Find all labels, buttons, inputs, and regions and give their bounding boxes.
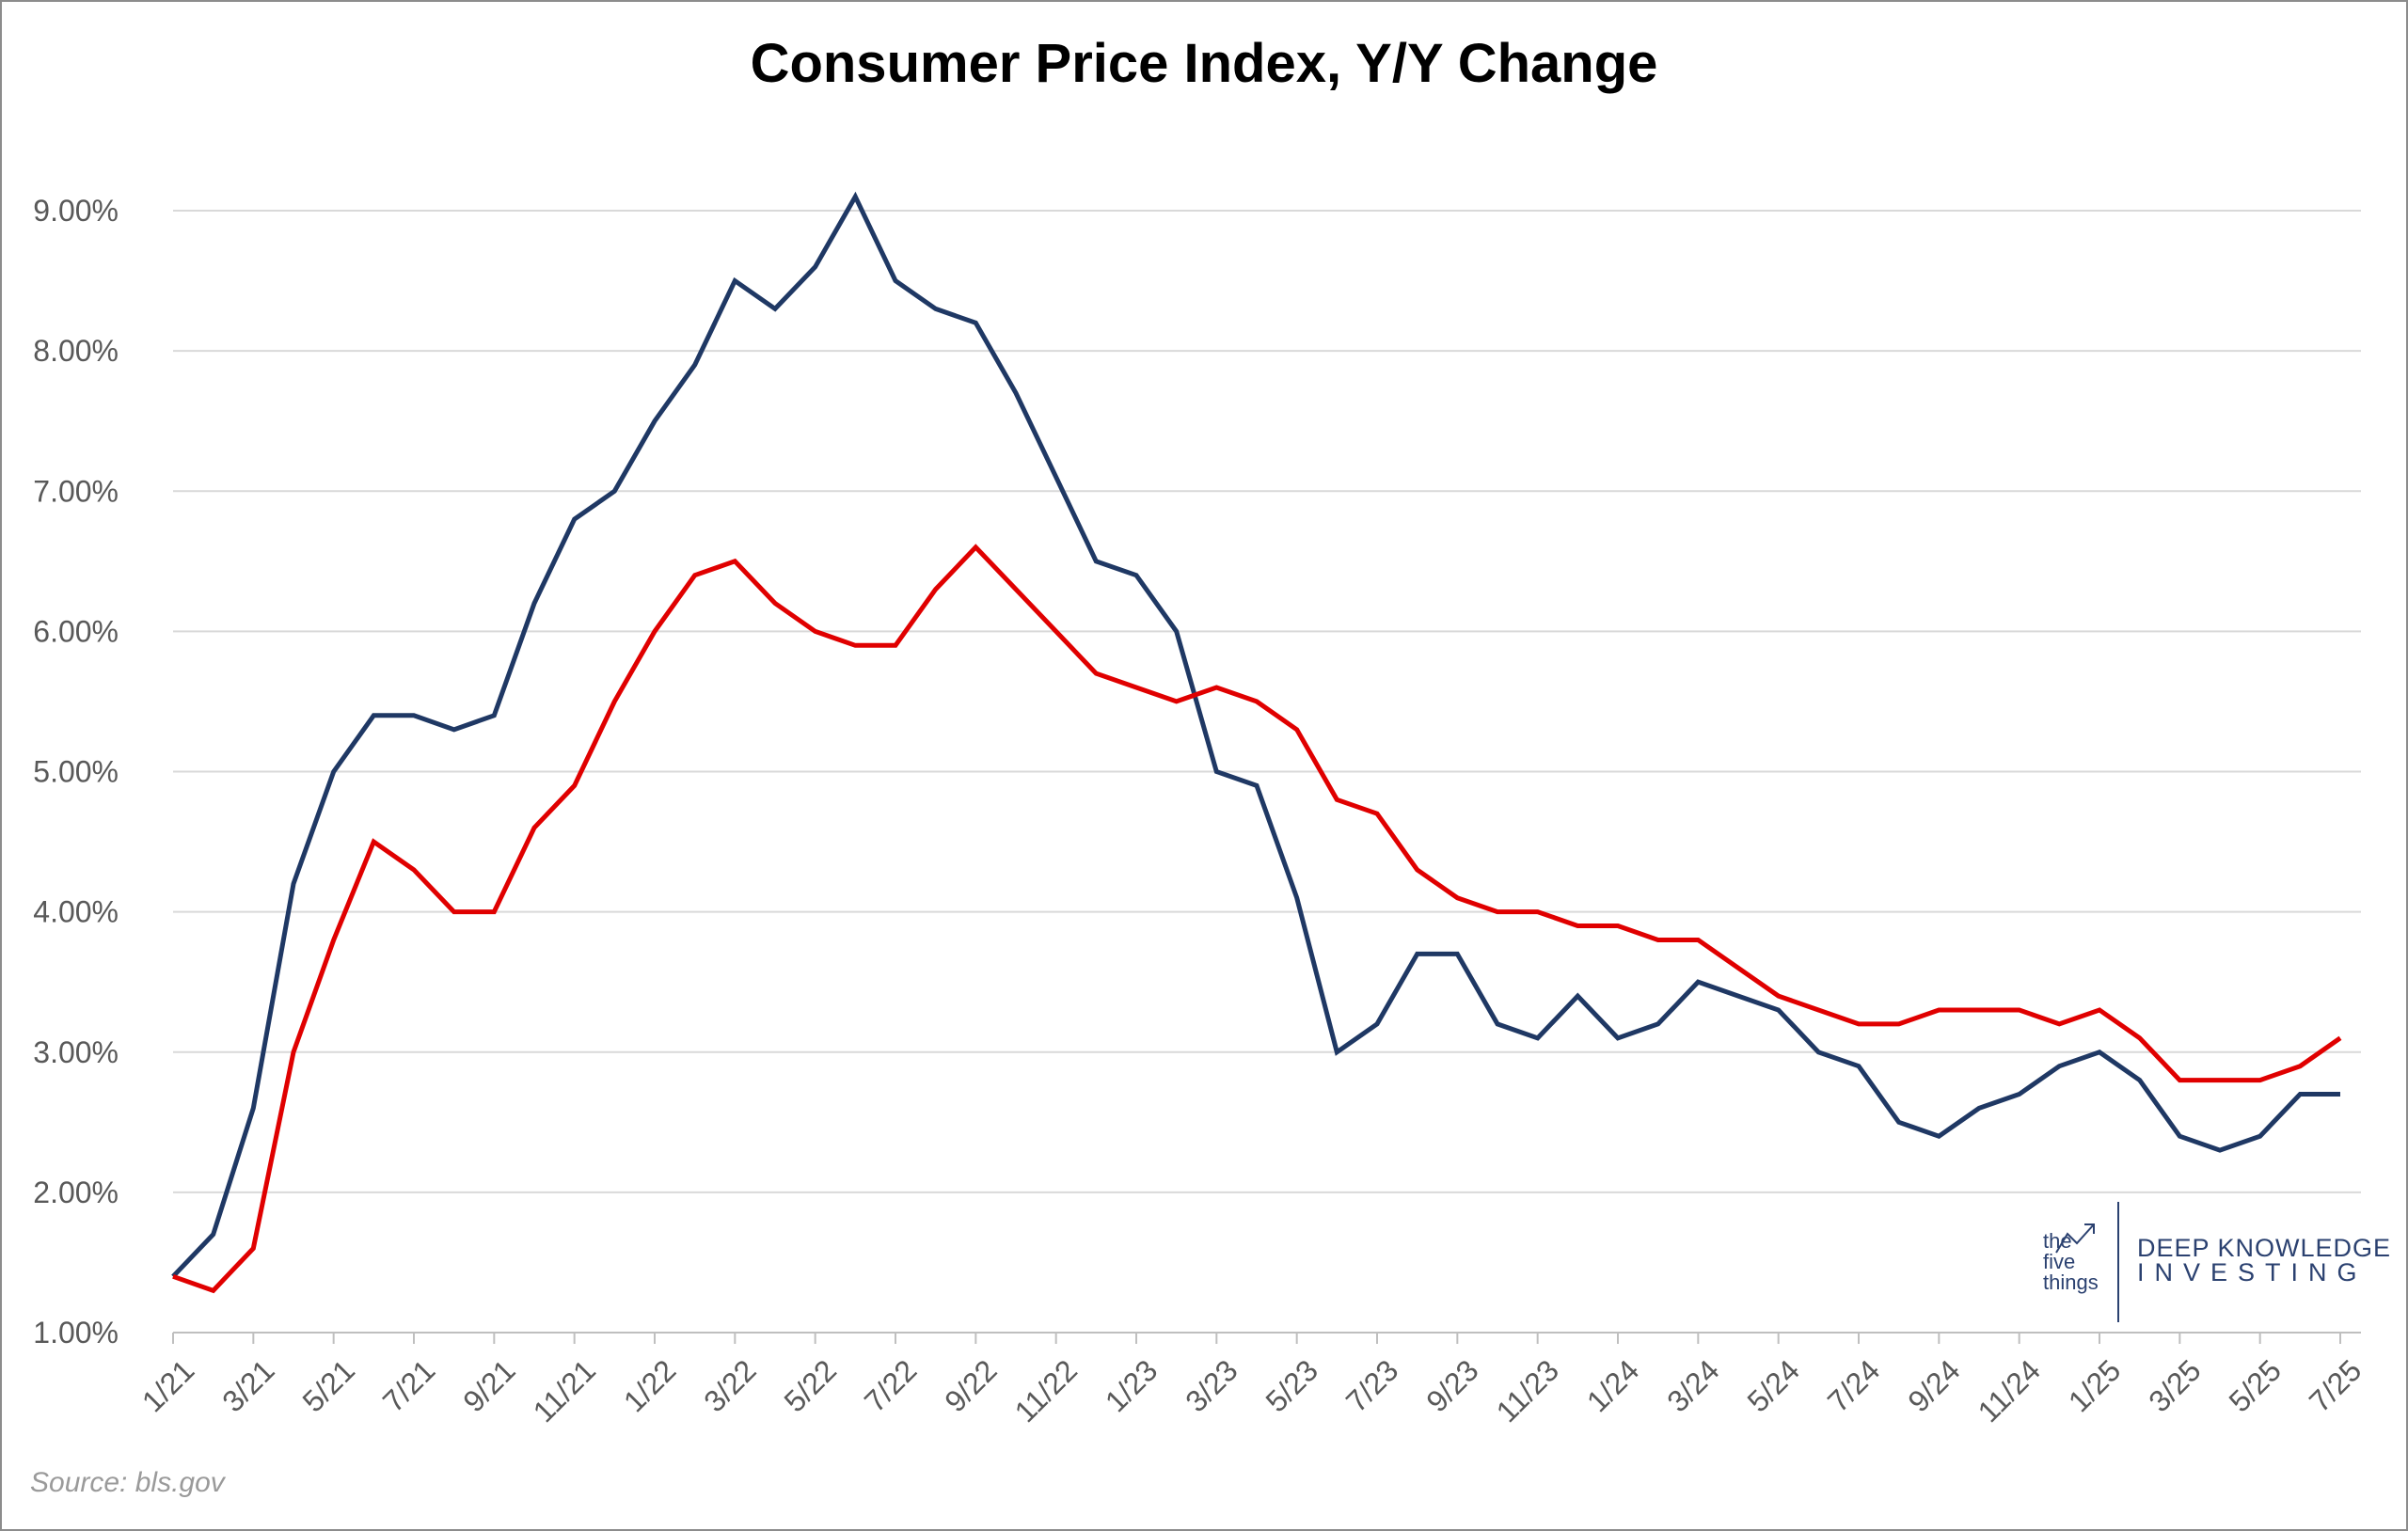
y-tick-label: 2.00%: [33, 1176, 119, 1209]
x-tick-label: 5/22: [778, 1353, 843, 1418]
y-tick-label: 6.00%: [33, 614, 119, 648]
x-tick-label: 7/25: [2303, 1353, 2368, 1418]
x-tick-label: 1/21: [135, 1353, 200, 1418]
y-tick-label: 4.00%: [33, 895, 119, 929]
x-tick-label: 9/23: [1419, 1353, 1484, 1418]
x-tick-label: 7/22: [858, 1353, 923, 1418]
x-tick-label: 9/24: [1901, 1353, 1966, 1418]
x-tick-label: 5/24: [1741, 1353, 1806, 1418]
x-tick-label: 11/23: [1490, 1353, 1565, 1428]
y-axis-tick-labels: 1.00% 2.00% 3.00% 4.00% 5.00% 6.00% 7.00% 8.00%…: [33, 194, 119, 1349]
x-tick-label: 3/21: [215, 1353, 280, 1418]
source-note: Source: bls.gov: [30, 1467, 225, 1498]
x-tick-label: 9/21: [456, 1353, 521, 1418]
x-tick-label: 1/25: [2062, 1353, 2127, 1418]
y-tick-label: 9.00%: [33, 194, 119, 228]
x-tick-label: 3/24: [1660, 1353, 1725, 1418]
x-tick-label: 1/22: [617, 1353, 682, 1418]
x-axis: 1/21 3/21 5/21 7/21 9/21 11/21 1/22 3/22 5/22 7/2…: [135, 1332, 2368, 1428]
x-tick-label: 3/23: [1179, 1353, 1244, 1418]
x-tick-label: 1/24: [1580, 1353, 1645, 1418]
x-tick-label: 3/22: [697, 1353, 762, 1418]
x-tick-label: 5/23: [1259, 1353, 1324, 1418]
logo-line-the: the: [2043, 1229, 2072, 1253]
y-tick-label: 3.00%: [33, 1035, 119, 1069]
x-tick-label: 7/21: [376, 1353, 441, 1418]
x-tick-label: 5/21: [296, 1353, 361, 1418]
series-line-2: [172, 544, 2342, 1294]
x-tick-label: 11/21: [527, 1353, 602, 1428]
logo-line-things: things: [2043, 1271, 2099, 1294]
series-lines: [171, 191, 2342, 1294]
series-line-1: [171, 191, 2340, 1279]
x-tick-label: 7/23: [1339, 1353, 1404, 1418]
x-tick-label: 7/24: [1821, 1353, 1886, 1418]
chart-title: Consumer Price Index, Y/Y Change: [750, 33, 1658, 94]
y-tick-label: 5.00%: [33, 755, 119, 789]
logo-brand-bottom: INVESTING: [2137, 1258, 2368, 1286]
x-tick-label: 11/24: [1972, 1353, 2047, 1428]
y-tick-label: 7.00%: [33, 474, 119, 508]
logo-line-five: five: [2043, 1250, 2075, 1273]
x-tick-label: 5/25: [2223, 1353, 2288, 1418]
x-tick-label: 9/22: [938, 1353, 1003, 1418]
y-tick-label: 1.00%: [33, 1316, 119, 1349]
x-tick-label: 11/22: [1008, 1353, 1084, 1428]
x-tick-label: 3/25: [2142, 1353, 2207, 1418]
y-tick-label: 8.00%: [33, 334, 119, 368]
x-tick-label: 1/23: [1099, 1353, 1164, 1418]
logo-trend-arrow-icon: [2055, 1223, 2095, 1254]
deep-knowledge-investing-logo: the five things DEEP KNOWLEDGE INVESTING: [2043, 1202, 2391, 1322]
logo-brand-top: DEEP KNOWLEDGE: [2137, 1234, 2391, 1262]
grid-lines: [173, 210, 2361, 1193]
